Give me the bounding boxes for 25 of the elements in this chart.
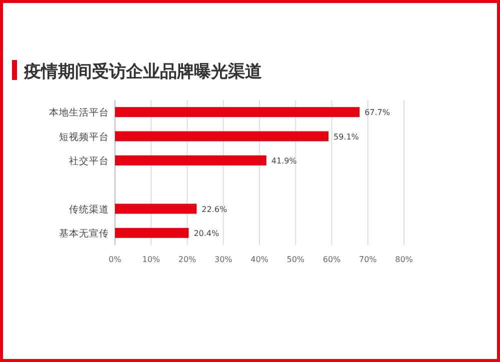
x-tick-label: 30% bbox=[214, 255, 233, 264]
bar bbox=[115, 107, 360, 118]
chart-title: 疫情期间受访企业品牌曝光渠道 bbox=[23, 62, 262, 82]
bar bbox=[115, 228, 189, 238]
data-label: 59.1% bbox=[334, 132, 360, 142]
bar bbox=[115, 204, 197, 214]
x-tick-label: 80% bbox=[395, 255, 414, 264]
data-label: 20.4% bbox=[194, 228, 220, 238]
x-tick-label: 20% bbox=[178, 255, 197, 264]
data-label: 67.7% bbox=[364, 108, 390, 118]
data-label: 22.6% bbox=[202, 204, 228, 214]
bar bbox=[115, 155, 266, 166]
x-tick-label: 10% bbox=[142, 255, 160, 264]
data-label: 41.9% bbox=[271, 156, 298, 166]
y-tick-label: 传统渠道 bbox=[69, 203, 109, 216]
y-tick-label: 社交平台 bbox=[69, 154, 109, 167]
x-tick-label: 70% bbox=[358, 255, 378, 264]
y-tick-label: 基本无宣传 bbox=[59, 227, 109, 240]
y-tick-label: 短视频平台 bbox=[59, 130, 109, 143]
x-tick-label: 50% bbox=[286, 255, 305, 264]
x-tick-label: 0% bbox=[108, 255, 122, 264]
x-tick-label: 60% bbox=[322, 255, 342, 264]
y-tick-label: 本地生活平台 bbox=[49, 106, 109, 119]
x-tick-label: 40% bbox=[250, 255, 269, 264]
bar bbox=[115, 131, 328, 142]
